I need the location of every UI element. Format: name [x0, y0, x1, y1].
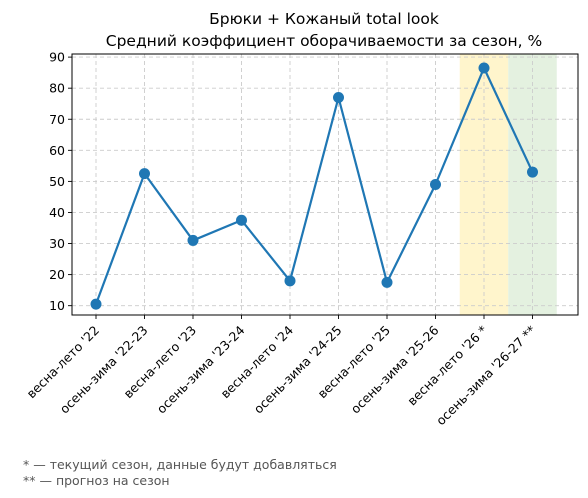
- plot-frame: [71, 53, 579, 316]
- y-tick-label: 10: [49, 298, 65, 313]
- data-point: [430, 179, 441, 190]
- data-point: [90, 298, 102, 310]
- footnote-current-season: * — текущий сезон, данные будут добавлят…: [23, 457, 337, 472]
- y-tick-label: 90: [49, 50, 65, 65]
- y-tick-label: 40: [49, 205, 65, 220]
- y-tick-label: 60: [49, 143, 65, 158]
- highlight-band-9: [508, 54, 557, 315]
- x-tick-label: осень-зима '22-23: [57, 323, 151, 417]
- data-point: [381, 276, 393, 288]
- y-tick-label: 20: [49, 267, 65, 282]
- chart-title: Брюки + Кожаный total look: [209, 10, 439, 28]
- x-tick-label: осень-зима '24-25: [251, 323, 345, 417]
- y-tick-label: 80: [49, 81, 65, 96]
- series-line: [94, 66, 534, 305]
- x-tick-label: осень-зима '25-26: [348, 322, 442, 416]
- data-point: [139, 168, 150, 180]
- x-tick-label: осень-зима '23-24: [154, 322, 248, 416]
- data-point: [187, 234, 199, 246]
- y-tick-label: 50: [49, 174, 65, 189]
- chart-subtitle: Средний коэффициент оборачиваемости за с…: [106, 32, 542, 50]
- y-tick-label: 70: [49, 112, 65, 127]
- footnote-forecast: ** — прогноз на сезон: [23, 473, 170, 488]
- y-axis: 10 20 30 40 50 60 70 80 90: [49, 50, 72, 313]
- data-point: [284, 275, 296, 287]
- data-point: [236, 214, 247, 226]
- data-point: [333, 92, 344, 103]
- x-tick-label: осень-зима '26-27 **: [433, 323, 539, 429]
- data-point: [527, 166, 538, 178]
- highlight-band-8: [459, 54, 509, 315]
- data-point: [478, 62, 490, 74]
- y-tick-label: 30: [49, 236, 65, 251]
- series-line-group: [90, 62, 538, 310]
